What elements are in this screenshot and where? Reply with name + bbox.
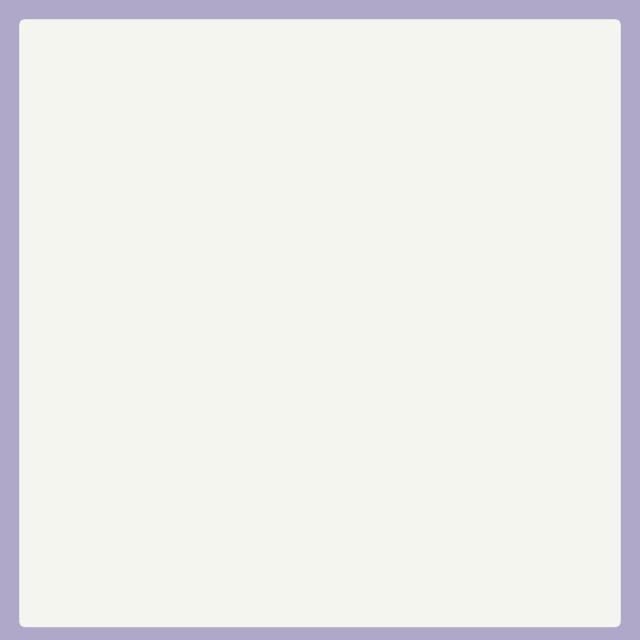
Text: B: B	[88, 497, 98, 511]
Text: add to equal 180°: add to equal 180°	[385, 292, 492, 305]
Text: measure: measure	[229, 84, 321, 104]
Text: What is the: What is the	[64, 84, 191, 104]
Text: D.  26.3°: D. 26.3°	[64, 400, 152, 418]
Text: C: C	[88, 533, 98, 547]
Text: A.  25.7°: A. 25.7°	[64, 256, 151, 274]
Text: Supplementary Angles: Two angles that: Supplementary Angles: Two angles that	[325, 264, 552, 274]
Text: ▲: ▲	[388, 83, 398, 96]
Text: 60°: 60°	[477, 407, 495, 417]
Text: B.  180°: B. 180°	[64, 304, 144, 322]
Text: C.  64.3°: C. 64.3°	[64, 352, 150, 370]
Text: of: of	[338, 84, 378, 104]
Text: 120°: 120°	[330, 407, 355, 417]
Text: #3) *: #3) *	[51, 42, 88, 56]
Text: 8 points: 8 points	[533, 42, 589, 56]
Text: D: D	[88, 570, 99, 584]
Text: 154.3°: 154.3°	[134, 150, 198, 168]
Text: A: A	[88, 460, 98, 474]
Text: X°?: X°?	[410, 84, 444, 104]
FancyBboxPatch shape	[269, 250, 608, 419]
Text: x°: x°	[310, 123, 327, 138]
